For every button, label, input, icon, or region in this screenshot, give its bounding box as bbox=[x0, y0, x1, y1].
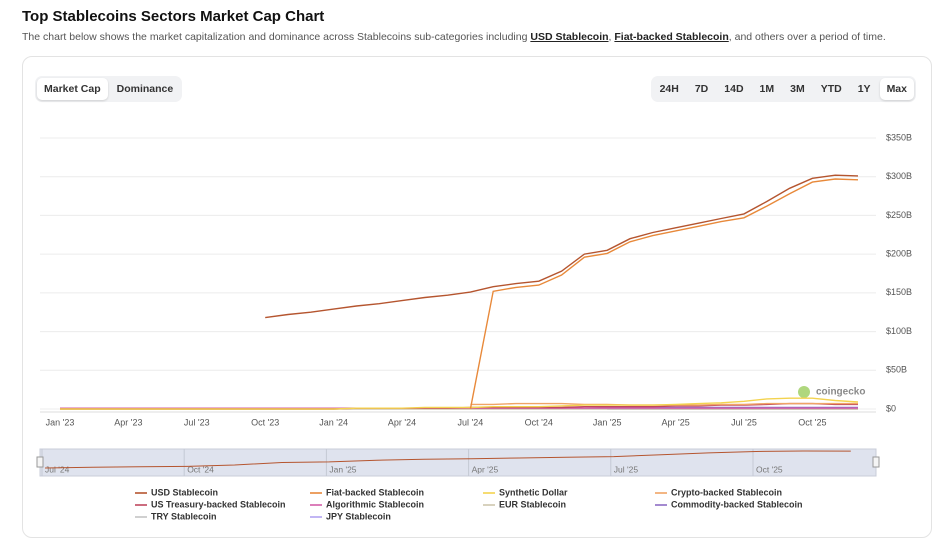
x-tick-label: Apr '23 bbox=[114, 417, 142, 427]
toggle-button[interactable]: YTD bbox=[820, 83, 842, 95]
toggle-button[interactable]: 3M bbox=[790, 83, 805, 95]
y-tick-label: $200B bbox=[886, 249, 912, 259]
legend-label[interactable]: EUR Stablecoin bbox=[499, 499, 566, 509]
x-tick-label: Oct '23 bbox=[251, 417, 279, 427]
x-tick-label: Jan '25 bbox=[593, 417, 622, 427]
range-toggle: 24H 7D 14D 1M 3M YTD 1Y Max bbox=[650, 76, 916, 102]
y-tick-label: $250B bbox=[886, 210, 912, 220]
legend-label[interactable]: Crypto-backed Stablecoin bbox=[671, 487, 782, 497]
y-tick-label: $300B bbox=[886, 171, 912, 181]
view-toggle: Market Cap Dominance bbox=[35, 76, 183, 102]
navigator-handle[interactable] bbox=[36, 456, 44, 468]
x-tick-label: Jan '23 bbox=[46, 417, 75, 427]
legend-label[interactable]: TRY Stablecoin bbox=[151, 511, 217, 521]
navigator-label: Jul '25 bbox=[614, 464, 639, 474]
subtitle-text: , and others over a period of time. bbox=[728, 31, 886, 43]
page-title: Top Stablecoins Sectors Market Cap Chart bbox=[22, 8, 325, 25]
x-tick-label: Oct '24 bbox=[525, 417, 553, 427]
subtitle-text: , bbox=[608, 31, 615, 43]
toggle-button[interactable]: Max bbox=[879, 78, 914, 100]
toggle-button[interactable]: 1M bbox=[759, 83, 775, 95]
navigator-label: Apr '25 bbox=[472, 464, 499, 474]
x-tick-label: Jul '24 bbox=[458, 417, 484, 427]
navigator-line bbox=[44, 450, 851, 469]
toggle-button[interactable]: Dominance bbox=[116, 83, 174, 95]
legend-label[interactable]: Synthetic Dollar bbox=[499, 487, 568, 497]
subtitle-text: The chart below shows the market capital… bbox=[22, 31, 531, 43]
link[interactable]: USD Stablecoin bbox=[530, 31, 609, 43]
navigator-label: Oct '25 bbox=[756, 464, 783, 474]
y-tick-label: $0 bbox=[886, 403, 896, 413]
series-line bbox=[60, 397, 859, 410]
x-tick-label: Oct '25 bbox=[798, 417, 826, 427]
subtitle: The chart below shows the market capital… bbox=[22, 31, 886, 43]
toggle-button[interactable]: 24H bbox=[659, 83, 679, 95]
legend-label[interactable]: US Treasury-backed Stablecoin bbox=[151, 499, 286, 509]
watermark: coingecko bbox=[816, 387, 865, 398]
x-tick-label: Jan '24 bbox=[319, 417, 348, 427]
x-tick-label: Apr '25 bbox=[661, 417, 689, 427]
y-tick-label: $50B bbox=[886, 365, 907, 375]
series-line bbox=[265, 174, 859, 319]
x-tick-label: Apr '24 bbox=[388, 417, 416, 427]
y-tick-label: $150B bbox=[886, 287, 912, 297]
navigator-label: Jan '25 bbox=[329, 464, 356, 474]
legend-label[interactable]: JPY Stablecoin bbox=[326, 511, 391, 521]
y-tick-label: $100B bbox=[886, 326, 912, 336]
navigator bbox=[39, 448, 877, 477]
x-tick-label: Jul '23 bbox=[184, 417, 210, 427]
legend-label[interactable]: USD Stablecoin bbox=[151, 487, 218, 497]
navigator-label: Oct '24 bbox=[187, 464, 214, 474]
legend-label[interactable]: Fiat-backed Stablecoin bbox=[326, 487, 424, 497]
navigator-handle[interactable] bbox=[872, 456, 880, 468]
navigator-label: Jul '24 bbox=[45, 464, 70, 474]
toggle-button[interactable]: 7D bbox=[694, 83, 709, 95]
toggle-button[interactable]: 1Y bbox=[857, 83, 871, 95]
watermark-logo bbox=[798, 386, 810, 398]
link[interactable]: Fiat-backed Stablecoin bbox=[614, 31, 729, 43]
toggle-button[interactable]: 14D bbox=[724, 83, 744, 95]
legend-label[interactable]: Commodity-backed Stablecoin bbox=[671, 499, 803, 509]
y-tick-label: $350B bbox=[886, 132, 912, 142]
series-line bbox=[469, 178, 859, 410]
x-tick-label: Jul '25 bbox=[731, 417, 757, 427]
legend-label[interactable]: Algorithmic Stablecoin bbox=[326, 499, 424, 509]
toggle-button[interactable]: Market Cap bbox=[37, 78, 108, 100]
